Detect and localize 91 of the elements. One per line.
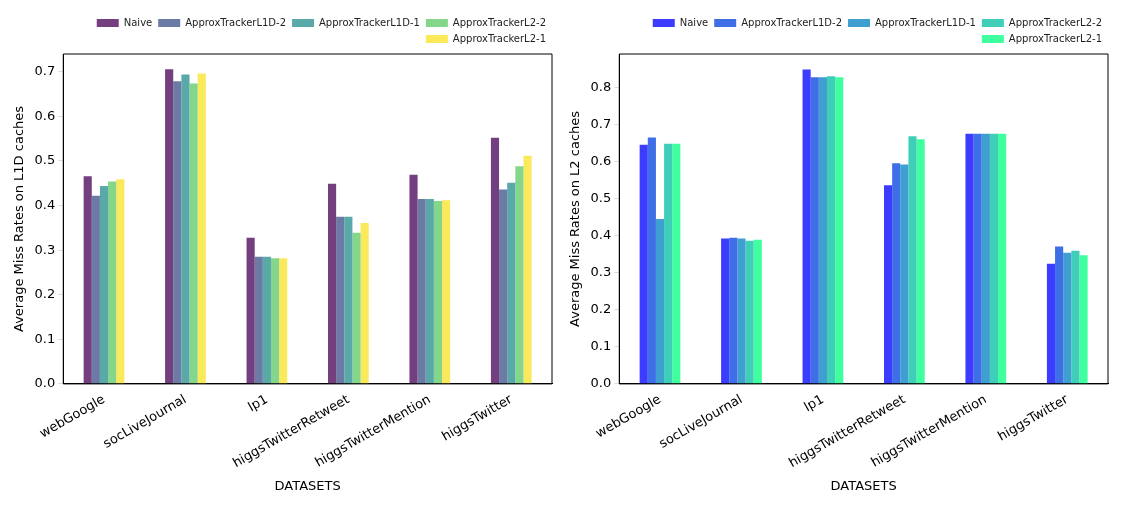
y-tick-label: 0.1: [34, 330, 56, 346]
bar: [639, 144, 648, 384]
y-tick-label: 0.2: [34, 286, 56, 302]
bar: [965, 133, 974, 384]
bar: [262, 256, 271, 384]
bar: [826, 76, 836, 384]
y-tick-label: 0.1: [590, 338, 612, 354]
bar: [729, 237, 738, 384]
legend-label: Naive: [123, 16, 153, 28]
bar: [165, 69, 174, 384]
legend-label: ApproxTrackerL1D-2: [741, 16, 843, 28]
bar: [1055, 246, 1064, 384]
bar: [352, 232, 361, 384]
bar: [989, 133, 999, 384]
bar: [189, 83, 198, 384]
bar: [515, 166, 524, 384]
bar: [499, 189, 508, 384]
bar: [108, 181, 117, 384]
bar: [835, 77, 844, 384]
bar: [523, 155, 532, 384]
bar: [647, 137, 656, 384]
bar: [336, 216, 345, 384]
bar: [998, 133, 1007, 384]
bar: [344, 216, 353, 384]
bar: [973, 133, 982, 384]
y-axis-title: Average Miss Rates on L2 caches: [567, 110, 583, 327]
bar: [908, 136, 917, 384]
bar: [181, 74, 190, 384]
bar: [916, 139, 925, 384]
bar: [99, 185, 109, 384]
bar: [417, 198, 426, 384]
bar: [900, 164, 909, 384]
y-tick-label: 0.5: [34, 152, 56, 168]
bar: [173, 81, 182, 384]
y-tick-label: 0.7: [590, 115, 612, 131]
y-tick-label: 0.8: [590, 78, 612, 94]
bar: [507, 182, 516, 384]
bar: [425, 198, 434, 384]
bar: [655, 218, 665, 384]
y-tick-label: 0.0: [590, 375, 612, 391]
bar: [83, 176, 92, 384]
bar: [721, 238, 730, 384]
bar: [737, 238, 746, 384]
bar: [1046, 263, 1056, 384]
legend-label: ApproxTrackerL2-2: [452, 16, 547, 28]
y-tick-label: 0.6: [590, 152, 612, 168]
legend-label: ApproxTrackerL1D-1: [319, 16, 420, 28]
y-tick-label: 0.5: [590, 189, 612, 205]
y-tick-label: 0.3: [590, 264, 612, 280]
bar: [360, 222, 369, 384]
bar: [664, 143, 673, 384]
bar: [672, 143, 681, 384]
legend-label: ApproxTrackerL1D-2: [185, 16, 287, 28]
y-tick-label: 0.0: [34, 375, 56, 391]
bar: [745, 240, 754, 384]
bar: [197, 73, 206, 384]
bar: [246, 237, 255, 384]
bar: [442, 200, 451, 384]
bar: [802, 69, 811, 384]
legend-label: ApproxTrackerL1D-1: [875, 16, 976, 28]
y-tick-label: 0.4: [34, 196, 56, 212]
bar: [1063, 252, 1072, 384]
bar: [1079, 255, 1088, 384]
y-tick-label: 0.7: [34, 63, 56, 79]
bar: [892, 163, 901, 384]
y-tick-label: 0.2: [590, 301, 612, 317]
legend-label: ApproxTrackerL2-1: [1008, 32, 1103, 44]
bar: [254, 256, 263, 384]
bar: [409, 174, 418, 384]
x-axis-title: DATASETS: [274, 477, 341, 493]
x-axis-title: DATASETS: [830, 477, 897, 493]
bar: [490, 137, 500, 384]
legend-label: ApproxTrackerL2-1: [452, 32, 547, 44]
y-tick-label: 0.4: [590, 227, 612, 243]
bar: [433, 201, 443, 384]
bar: [279, 258, 288, 384]
y-axis-title: Average Miss Rates on L1D caches: [11, 105, 27, 332]
legend-label: ApproxTrackerL2-2: [1008, 16, 1103, 28]
bar: [270, 258, 280, 384]
bar: [328, 183, 337, 384]
bar: [810, 77, 819, 384]
bar: [981, 133, 990, 384]
bar: [884, 185, 893, 384]
bar: [818, 77, 827, 384]
legend-label: Naive: [679, 16, 709, 28]
bar: [1071, 250, 1080, 384]
y-tick-label: 0.3: [34, 241, 56, 257]
y-tick-label: 0.6: [34, 107, 56, 123]
bar: [91, 195, 100, 384]
bar: [116, 179, 125, 384]
bar: [753, 239, 762, 384]
